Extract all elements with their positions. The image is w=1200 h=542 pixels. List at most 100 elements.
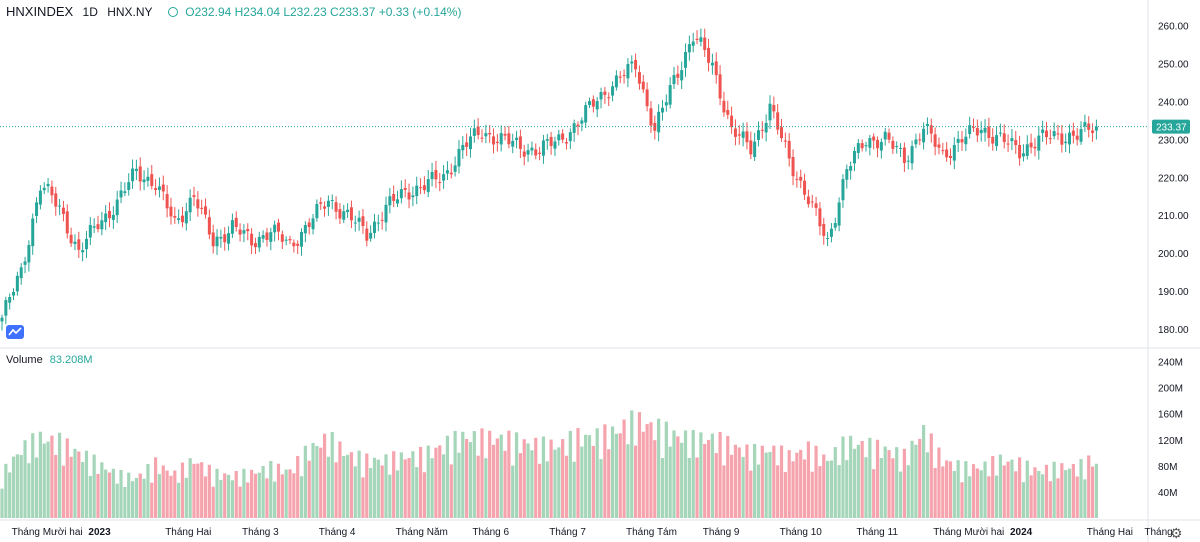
candle-body [292, 242, 296, 247]
candle-body [979, 129, 983, 134]
volume-bar [207, 464, 211, 518]
interval-label[interactable]: 1D [82, 5, 98, 19]
time-tick-label: 2023 [88, 527, 111, 538]
symbol-label[interactable]: HNXINDEX [6, 4, 74, 19]
candle-body [937, 144, 941, 148]
candle-body [492, 136, 496, 145]
candle-body [837, 202, 841, 226]
volume-bar [261, 466, 265, 518]
candle-body [756, 130, 760, 140]
volume-bar [626, 444, 630, 518]
candle-body [956, 138, 960, 143]
candle-body [8, 297, 12, 303]
volume-bar [438, 445, 442, 518]
volume-bar [200, 462, 204, 518]
candle-body [399, 189, 403, 199]
candle-body [637, 72, 641, 84]
volume-bar [718, 431, 722, 518]
volume-bar [146, 463, 150, 518]
candle-body [572, 123, 576, 133]
candle-body [407, 192, 411, 200]
candle-body [887, 132, 891, 140]
volume-bar [376, 459, 380, 518]
volume-bar [115, 483, 119, 518]
candle-body [618, 76, 622, 78]
volume-bar [1071, 464, 1075, 518]
volume-bar [998, 454, 1002, 518]
candle-body [611, 86, 615, 96]
ohlc-values: O232.94 H234.04 L232.23 C233.37 +0.33 (+… [185, 5, 462, 19]
volume-bar [130, 481, 135, 518]
candle-body [791, 156, 795, 177]
volume-bar [250, 469, 254, 518]
candle-body [461, 144, 465, 151]
settings-gear-icon[interactable]: ⚙ [1170, 525, 1183, 541]
volume-bar [280, 474, 284, 518]
candle-body [1075, 135, 1079, 140]
candle-body [810, 201, 814, 203]
volume-bar [468, 442, 473, 518]
volume-bar [818, 466, 822, 518]
candle-body [772, 104, 776, 112]
volume-bar [599, 459, 603, 518]
candle-body [215, 236, 219, 247]
volume-tick-label: 80M [1158, 462, 1177, 473]
volume-bar [1064, 470, 1068, 518]
candle-body [50, 186, 54, 196]
volume-bar [1025, 460, 1029, 518]
candle-body [545, 139, 549, 141]
volume-bar [34, 457, 39, 518]
volume-bar [956, 460, 960, 518]
volume-bar [342, 456, 346, 518]
volume-bar [822, 454, 826, 518]
volume-bar [453, 430, 457, 518]
volume-bar [11, 456, 16, 518]
volume-bar [238, 486, 242, 518]
volume-bar [768, 452, 772, 518]
candle-body [81, 250, 85, 253]
volume-bar [795, 452, 799, 518]
candle-body [983, 127, 987, 133]
candle-body [204, 206, 208, 215]
candle-body [326, 200, 330, 207]
candle-body [622, 75, 626, 77]
candle-body [265, 232, 269, 241]
volume-bar [887, 450, 891, 518]
candle-body [714, 61, 718, 76]
volume-bar [983, 461, 987, 518]
volume-bar [1044, 464, 1049, 518]
price-tick-label: 260.00 [1158, 22, 1189, 33]
candle-body [219, 236, 223, 239]
volume-bar [918, 438, 922, 518]
volume-bar [234, 471, 238, 518]
tradingview-logo-icon[interactable] [6, 325, 24, 339]
candle-body [753, 141, 757, 158]
candle-body [403, 188, 407, 190]
candle-body [630, 61, 634, 64]
candle-body [826, 237, 830, 239]
candle-body [415, 185, 419, 197]
volume-bar [196, 463, 200, 518]
candle-body [657, 111, 661, 133]
candle-body [760, 129, 764, 131]
candle-body [868, 138, 872, 148]
candle-body [238, 229, 242, 235]
candle-body [960, 139, 964, 143]
volume-bar [491, 444, 496, 518]
volume-bar [614, 433, 618, 518]
candle-body [680, 70, 684, 81]
candle-body [684, 51, 688, 68]
candle-body [96, 224, 100, 230]
volume-bar [192, 463, 196, 518]
candle-body [864, 145, 868, 147]
time-tick-label: Tháng 10 [780, 527, 823, 538]
volume-bar [495, 438, 499, 518]
candle-body [273, 224, 277, 233]
volume-bar [503, 450, 507, 518]
volume-bar [994, 475, 999, 518]
volume-bar [81, 461, 85, 518]
candle-body [346, 209, 350, 213]
candle-body [1018, 145, 1022, 159]
candle-body [330, 199, 334, 201]
